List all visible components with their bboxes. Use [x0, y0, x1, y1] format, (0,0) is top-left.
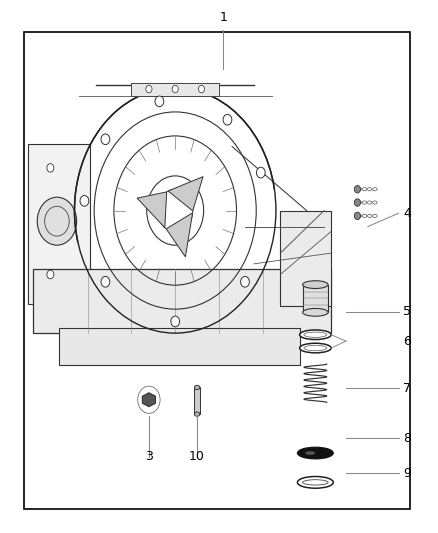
FancyBboxPatch shape — [59, 328, 300, 365]
Ellipse shape — [303, 309, 328, 316]
Ellipse shape — [194, 385, 200, 390]
Polygon shape — [137, 192, 167, 228]
Polygon shape — [166, 213, 193, 257]
Circle shape — [101, 277, 110, 287]
Circle shape — [47, 164, 54, 172]
Ellipse shape — [194, 412, 200, 416]
Ellipse shape — [300, 343, 331, 353]
Text: 6: 6 — [403, 335, 411, 348]
Circle shape — [101, 134, 110, 144]
Circle shape — [155, 96, 164, 107]
Circle shape — [37, 197, 77, 245]
Circle shape — [256, 167, 265, 178]
Bar — [303, 285, 328, 312]
Text: 4: 4 — [403, 207, 411, 220]
Polygon shape — [142, 393, 155, 407]
FancyBboxPatch shape — [280, 211, 331, 306]
Bar — [24, 32, 410, 509]
Text: 7: 7 — [403, 382, 411, 394]
Text: 10: 10 — [189, 450, 205, 463]
Text: 8: 8 — [403, 432, 411, 445]
FancyBboxPatch shape — [33, 269, 331, 333]
Circle shape — [354, 199, 360, 206]
Circle shape — [47, 270, 54, 279]
Bar — [194, 387, 200, 414]
Text: 3: 3 — [145, 450, 153, 463]
Circle shape — [240, 277, 249, 287]
Circle shape — [172, 85, 178, 93]
Circle shape — [354, 212, 360, 220]
Polygon shape — [168, 176, 203, 211]
Text: 5: 5 — [403, 305, 411, 318]
Circle shape — [354, 185, 360, 193]
Circle shape — [223, 115, 232, 125]
Text: 9: 9 — [403, 467, 411, 480]
Text: 1: 1 — [219, 11, 227, 24]
Circle shape — [198, 85, 205, 93]
Ellipse shape — [303, 281, 328, 288]
FancyBboxPatch shape — [28, 144, 90, 304]
Circle shape — [80, 196, 89, 206]
Ellipse shape — [297, 477, 333, 488]
Ellipse shape — [297, 447, 333, 459]
Bar — [131, 83, 219, 96]
Circle shape — [146, 85, 152, 93]
Circle shape — [171, 316, 180, 327]
Ellipse shape — [305, 451, 315, 455]
Ellipse shape — [300, 330, 331, 340]
